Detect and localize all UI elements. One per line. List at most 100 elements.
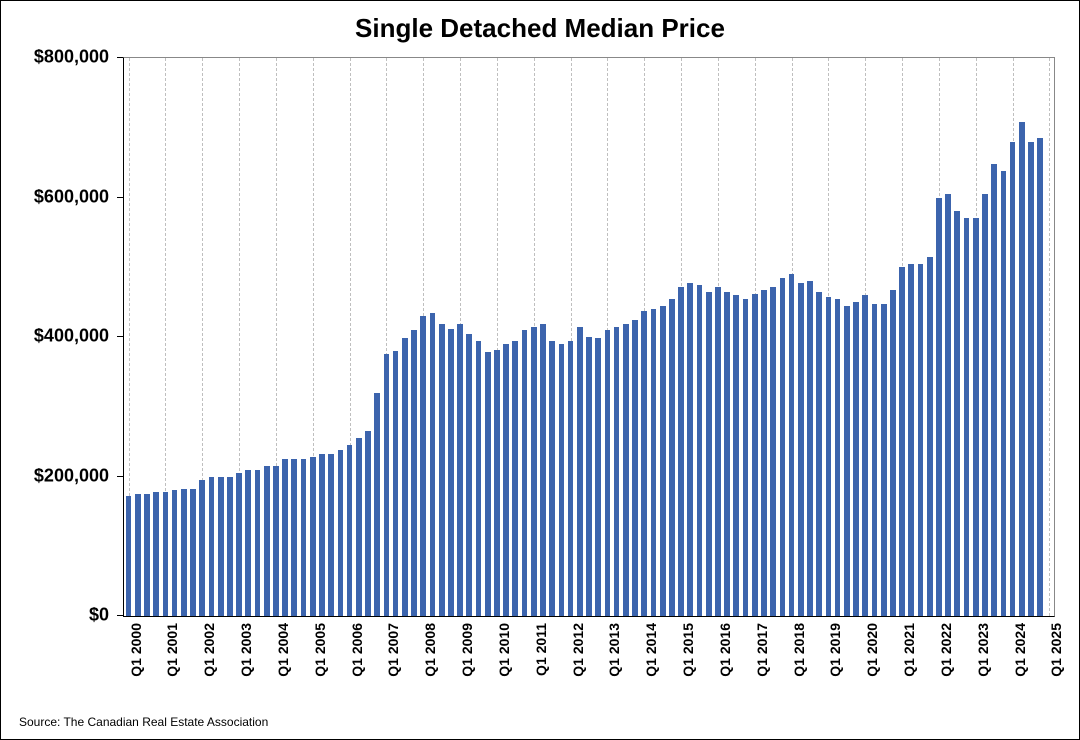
chart-bar	[163, 492, 169, 616]
chart-bar	[236, 473, 242, 616]
chart-bar	[936, 198, 942, 617]
chart-container: Single Detached Median Price Source: The…	[0, 0, 1080, 740]
chart-bar	[687, 283, 693, 616]
y-axis-label: $400,000	[34, 326, 109, 347]
chart-bar	[816, 292, 822, 616]
chart-bar	[374, 393, 380, 616]
x-axis-label: Q1 2002	[201, 623, 217, 713]
chart-bar	[853, 302, 859, 616]
y-axis-label: $0	[89, 605, 109, 626]
chart-title: Single Detached Median Price	[1, 1, 1079, 44]
chart-bar	[512, 341, 518, 617]
chart-bar	[356, 438, 362, 616]
chart-bar	[641, 311, 647, 617]
chart-bar	[476, 341, 482, 617]
chart-bar	[402, 338, 408, 616]
chart-bar	[199, 480, 205, 616]
chart-bar	[1028, 142, 1034, 616]
chart-bar	[577, 327, 583, 616]
chart-bar	[595, 338, 601, 616]
chart-bar	[697, 285, 703, 616]
x-axis-label: Q1 2023	[975, 623, 991, 713]
chart-bar	[466, 334, 472, 616]
chart-bar	[954, 211, 960, 616]
chart-bar	[605, 330, 611, 616]
chart-bar	[393, 351, 399, 616]
chart-bar	[568, 341, 574, 617]
chart-bar	[770, 287, 776, 616]
chart-bar	[669, 299, 675, 616]
chart-bar	[301, 459, 307, 616]
x-axis-label: Q1 2014	[643, 623, 659, 713]
chart-bar	[319, 454, 325, 616]
x-axis-label: Q1 2004	[275, 623, 291, 713]
chart-bar	[715, 287, 721, 616]
chart-bar	[384, 354, 390, 616]
chart-bar	[982, 194, 988, 616]
y-axis-label: $200,000	[34, 465, 109, 486]
chart-bar	[135, 494, 141, 616]
x-axis-label: Q1 2010	[496, 623, 512, 713]
chart-bar	[531, 327, 537, 616]
chart-bar	[752, 294, 758, 616]
chart-bar	[153, 492, 159, 616]
chart-bar	[273, 466, 279, 616]
chart-bar	[890, 290, 896, 616]
x-axis-label: Q1 2022	[938, 623, 954, 713]
chart-bar	[365, 431, 371, 616]
chart-bar	[632, 320, 638, 616]
chart-bar	[862, 295, 868, 616]
chart-bar	[908, 264, 914, 616]
chart-bar	[540, 324, 546, 616]
chart-bar	[172, 490, 178, 616]
chart-bar	[209, 477, 215, 617]
chart-bar	[927, 257, 933, 616]
chart-bar	[872, 304, 878, 616]
chart-bar	[181, 489, 187, 616]
y-axis-tick	[117, 336, 123, 337]
plot-area	[123, 57, 1055, 617]
chart-bar	[126, 496, 132, 616]
x-axis-label: Q1 2018	[791, 623, 807, 713]
chart-bar	[227, 477, 233, 617]
chart-bar	[991, 164, 997, 616]
source-text: Source: The Canadian Real Estate Associa…	[19, 715, 268, 729]
chart-bar	[310, 457, 316, 616]
x-axis-label: Q1 2025	[1048, 623, 1064, 713]
x-axis-label: Q1 2021	[901, 623, 917, 713]
chart-bar	[973, 218, 979, 616]
chart-bar	[291, 459, 297, 616]
x-axis-label: Q1 2009	[459, 623, 475, 713]
chart-bar	[255, 470, 261, 616]
chart-bar	[660, 306, 666, 616]
chart-bar	[218, 477, 224, 617]
chart-bar	[559, 344, 565, 616]
chart-bar	[789, 274, 795, 616]
chart-bar	[733, 295, 739, 616]
chart-bar	[724, 292, 730, 616]
chart-bar	[881, 304, 887, 616]
chart-bar	[780, 278, 786, 616]
x-axis-label: Q1 2024	[1012, 623, 1028, 713]
x-axis-label: Q1 2017	[754, 623, 770, 713]
x-axis-label: Q1 2019	[827, 623, 843, 713]
chart-bar	[1010, 142, 1016, 616]
x-axis-label: Q1 2000	[128, 623, 144, 713]
chart-bar	[743, 299, 749, 616]
chart-bar	[623, 324, 629, 616]
chart-bar	[264, 466, 270, 616]
x-axis-label: Q1 2013	[606, 623, 622, 713]
chart-bar	[485, 352, 491, 616]
x-axis-label: Q1 2001	[164, 623, 180, 713]
x-axis-label: Q1 2015	[680, 623, 696, 713]
chart-bar	[807, 281, 813, 616]
chart-bar	[347, 445, 353, 616]
chart-bar	[586, 337, 592, 616]
chart-bar	[430, 313, 436, 616]
y-axis-tick	[117, 197, 123, 198]
x-axis-label: Q1 2020	[864, 623, 880, 713]
x-axis-label: Q1 2005	[312, 623, 328, 713]
chart-bar	[826, 297, 832, 616]
chart-bar	[614, 327, 620, 616]
chart-bar	[457, 324, 463, 616]
